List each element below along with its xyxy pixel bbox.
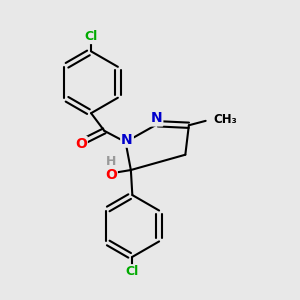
Text: Cl: Cl <box>85 30 98 43</box>
Text: N: N <box>151 112 162 125</box>
Text: H: H <box>106 155 116 168</box>
Text: O: O <box>75 137 87 151</box>
Text: Cl: Cl <box>126 265 139 278</box>
Text: O: O <box>105 168 117 182</box>
Text: CH₃: CH₃ <box>213 113 237 126</box>
Text: N: N <box>121 133 133 147</box>
